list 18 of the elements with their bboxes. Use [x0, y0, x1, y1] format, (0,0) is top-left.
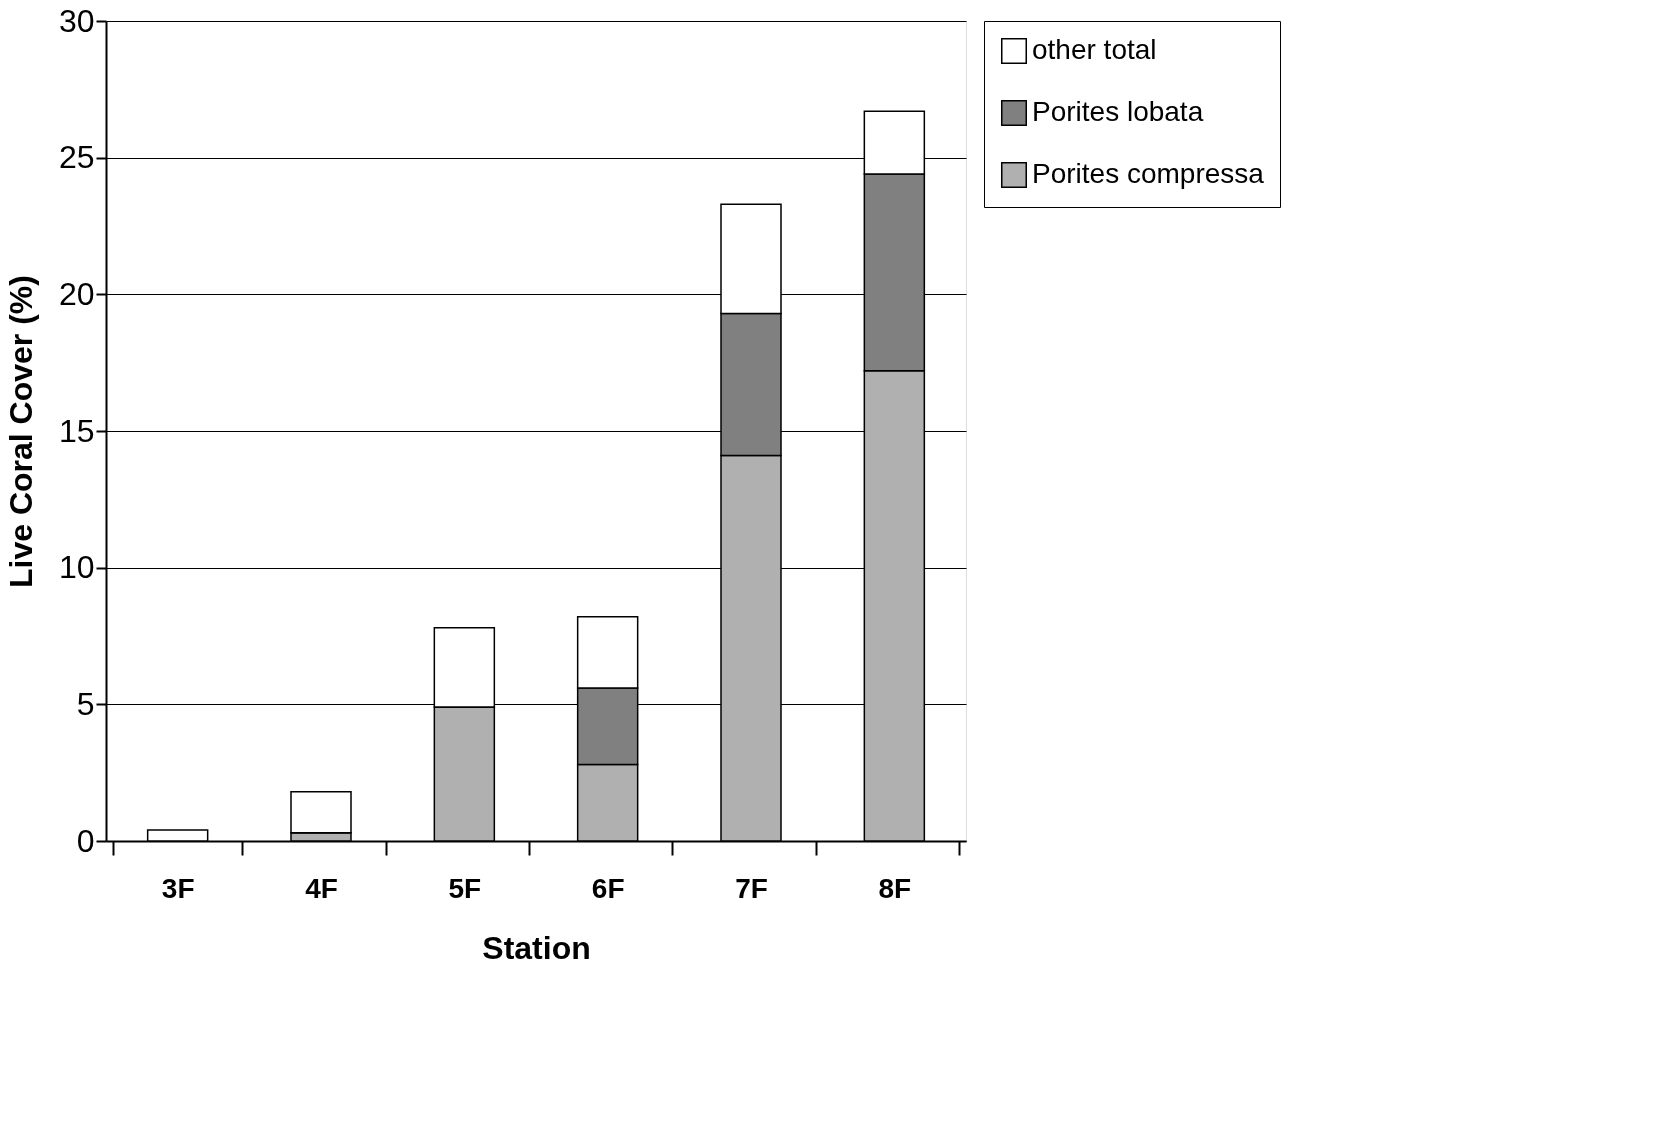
legend-label: Porites compressa	[1032, 158, 1265, 189]
y-tick-label: 0	[76, 822, 95, 859]
x-tick-label: 6F	[591, 872, 625, 904]
y-tick-label: 5	[76, 685, 95, 722]
y-tick-label: 25	[58, 139, 95, 176]
legend-label: Porites lobata	[1032, 96, 1204, 127]
x-tick-label: 8F	[878, 872, 912, 904]
y-tick-label: 20	[58, 275, 95, 312]
y-tick-label: 15	[58, 412, 95, 449]
y-tick-label: 30	[58, 2, 95, 39]
y-axis-title: Live Coral Cover (%)	[2, 275, 39, 588]
y-tick-label: 10	[58, 549, 95, 586]
x-axis-title: Station	[482, 929, 591, 966]
x-tick-label: 5F	[448, 872, 482, 904]
x-tick-label: 7F	[735, 872, 768, 904]
legend-label: other total	[1032, 34, 1157, 65]
x-tick-label: 3F	[161, 872, 195, 904]
x-tick-label: 4F	[305, 872, 338, 904]
